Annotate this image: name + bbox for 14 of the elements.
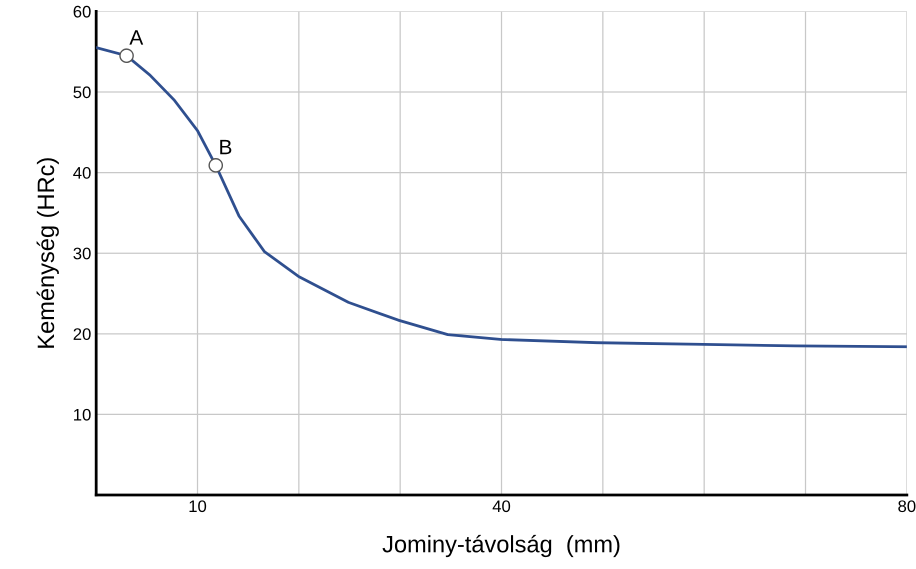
x-axis-title: Jominy-távolság (mm) — [382, 534, 620, 558]
y-tick-label: 40 — [73, 167, 91, 179]
annotation: B — [220, 140, 232, 154]
line-series — [96, 46, 907, 348]
y-tick-label: 50 — [73, 86, 91, 98]
y-tick-label: 60 — [74, 6, 91, 18]
y-axis-title: Keménység (HRc) — [36, 158, 59, 348]
y-tick-label: 30 — [73, 248, 91, 260]
x-tick-label: 40 — [492, 500, 510, 512]
y-tick-label: 20 — [74, 328, 91, 340]
x-tick-label: 10 — [190, 500, 206, 512]
y-tick-label: 10 — [74, 408, 91, 421]
annotation: A — [129, 30, 144, 45]
x-tick-label: 80 — [898, 500, 916, 512]
